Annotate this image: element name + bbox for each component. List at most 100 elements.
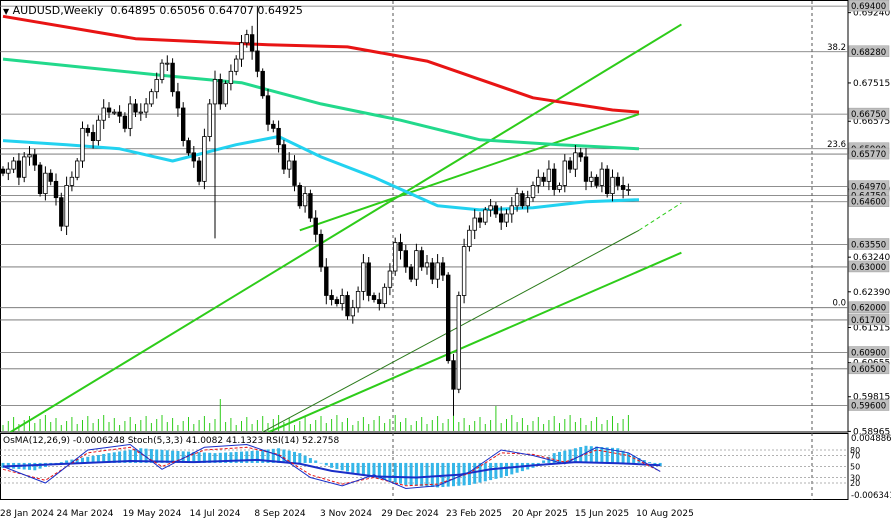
candle-body	[355, 290, 361, 309]
candle	[16, 153, 22, 186]
x-axis-label-8: 20 Apr 2025	[512, 509, 568, 519]
x-axis-label-3: 14 Jul 2024	[190, 509, 241, 519]
candle	[605, 165, 610, 198]
candle-body	[573, 152, 578, 170]
main-plot-group: 38.2 23.6 0.0	[0, 5, 848, 432]
candle	[117, 105, 122, 123]
candle	[138, 103, 143, 121]
candle-body	[223, 83, 228, 105]
price-tag-label: 0.61700	[851, 316, 886, 326]
osma-bar	[573, 448, 577, 463]
price-tag-label: 0.60900	[851, 349, 886, 359]
osma-bar	[616, 448, 620, 463]
price-tag-label: 0.64970	[851, 183, 886, 193]
candle-body	[546, 168, 552, 182]
osma-bar	[420, 462, 424, 487]
candle	[403, 244, 408, 273]
candle-body	[112, 111, 117, 114]
candle	[514, 187, 520, 212]
osma-bar	[372, 462, 376, 478]
price-tag-12: 0.60900	[848, 346, 890, 359]
candle	[520, 190, 525, 209]
price-tag-14: 0.59600	[848, 399, 890, 412]
candle-body	[302, 193, 308, 207]
candle-body	[382, 286, 387, 305]
osma-bar	[377, 462, 381, 479]
candle	[233, 55, 239, 76]
candle	[180, 102, 186, 147]
candle-body	[504, 213, 509, 223]
candle-body	[96, 119, 101, 142]
candle-body	[133, 103, 138, 113]
candle-body	[233, 58, 239, 72]
osma-bar	[499, 462, 503, 478]
osma-bar	[510, 462, 514, 475]
channel-line-2	[299, 113, 640, 232]
candle-body	[255, 50, 260, 72]
osma-bar	[489, 462, 493, 481]
candle	[212, 70, 218, 239]
candle	[493, 201, 499, 218]
candle-body	[101, 107, 106, 121]
candle-body	[615, 176, 620, 186]
stoch-main-line	[2, 443, 661, 490]
candle	[615, 172, 620, 191]
candle	[90, 124, 96, 149]
candle-body	[265, 95, 271, 125]
candle-body	[53, 180, 59, 199]
candle-body	[599, 168, 605, 186]
price-tag-4: 0.65770	[848, 147, 890, 160]
price-tag-11: 0.61700	[848, 313, 890, 326]
candle	[562, 154, 567, 193]
osma-bar	[356, 462, 360, 474]
candle	[599, 162, 605, 193]
osma-bar	[351, 462, 355, 473]
candle	[392, 237, 398, 276]
candle	[255, 6, 260, 78]
osma-bar	[70, 459, 74, 463]
candle-body	[159, 62, 165, 80]
price-tag-label: 0.65770	[851, 150, 886, 160]
candle	[414, 243, 419, 287]
candle-body	[419, 250, 424, 268]
osma-bar	[139, 448, 143, 463]
osma-bar	[86, 456, 90, 463]
osma-bar	[75, 458, 79, 463]
candle	[424, 255, 430, 275]
candle-body	[202, 136, 207, 182]
osma-bar	[202, 452, 206, 463]
candle-body	[170, 62, 175, 93]
candle-body	[154, 79, 159, 93]
osma-bar	[611, 447, 614, 463]
candle	[244, 29, 249, 48]
candle-body	[292, 160, 297, 186]
candle	[276, 120, 281, 153]
candle-body	[69, 176, 75, 186]
candle-body	[228, 70, 234, 84]
price-axis-tick-9: 0.58965	[853, 427, 890, 437]
osma-bar	[192, 451, 196, 463]
candle	[37, 162, 43, 197]
candle	[382, 283, 387, 308]
candle-body	[218, 79, 223, 105]
candle-body	[191, 152, 196, 162]
osma-bar	[314, 460, 318, 463]
osma-bar	[536, 462, 540, 465]
candle	[202, 128, 207, 190]
candle-body	[430, 262, 435, 280]
candle-body	[483, 209, 488, 223]
candle	[112, 109, 117, 116]
candle-body	[398, 242, 403, 252]
osma-bar	[218, 452, 222, 463]
candle	[175, 82, 181, 117]
candle-body	[117, 111, 122, 117]
candle-body	[260, 70, 265, 97]
osma-bar	[473, 462, 477, 484]
candle	[573, 145, 578, 177]
x-axis-label-9: 15 Jun 2025	[575, 509, 629, 519]
osma-bar	[107, 453, 111, 463]
candle	[223, 80, 228, 107]
channel-line-3	[261, 229, 640, 432]
